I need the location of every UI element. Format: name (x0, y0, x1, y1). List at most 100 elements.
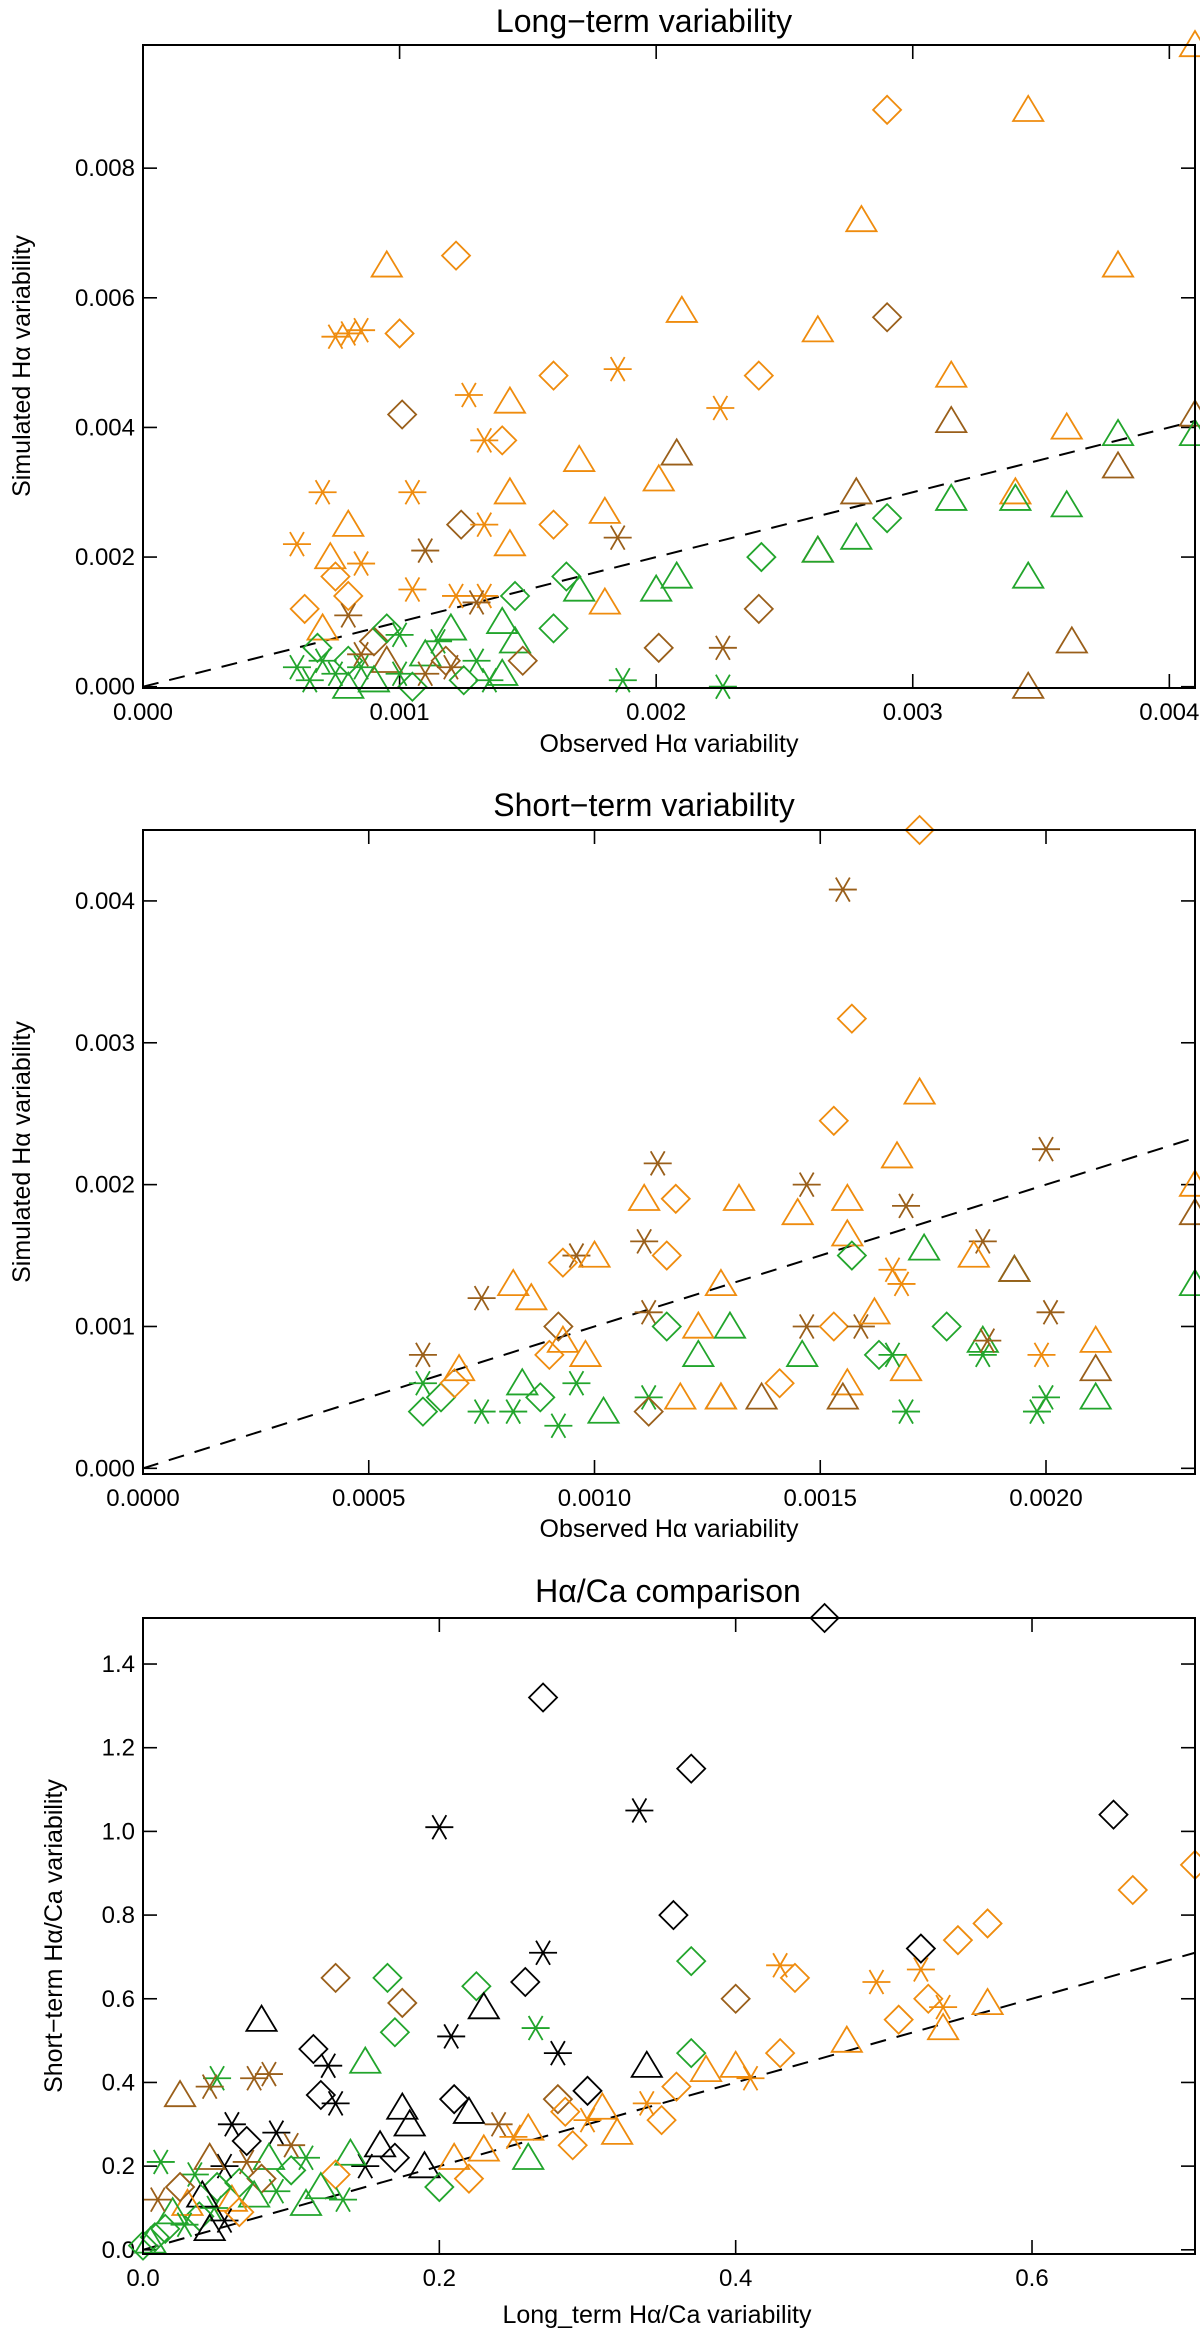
triangle-marker (442, 1353, 476, 1382)
triangle-marker (588, 495, 622, 524)
asterisk-marker (240, 2065, 269, 2091)
triangle-marker (857, 1296, 892, 1325)
y-tick-label: 0.006 (75, 285, 135, 312)
triangle-marker (998, 482, 1033, 511)
asterisk-marker (454, 382, 483, 408)
diamond-marker (525, 1382, 556, 1413)
diamond-marker (371, 613, 403, 644)
asterisk-marker (262, 2120, 291, 2146)
diamond-marker (440, 240, 472, 271)
triangle-marker (511, 2112, 545, 2141)
triangle-marker (1178, 418, 1200, 447)
diamond-marker (818, 1311, 850, 1342)
asterisk-marker (973, 1328, 1002, 1354)
chart-title: Short−term variability (493, 787, 794, 823)
triangle-marker (514, 1282, 549, 1311)
diamond-marker (764, 1367, 795, 1399)
y-tick-label: 1.2 (102, 1735, 135, 1762)
diamond-marker (658, 1899, 689, 1931)
asterisk-marker (195, 2074, 224, 2100)
diamond-marker (720, 1983, 751, 2015)
asterisk-marker (254, 2061, 283, 2087)
triangle-marker (192, 2213, 227, 2241)
diamond-marker (1117, 1874, 1149, 1906)
triangle-marker (600, 2116, 634, 2145)
x-tick-label: 0.0010 (558, 1485, 631, 1512)
x-axis-label: Long_term Hα/Ca variability (502, 2301, 812, 2329)
triangle-marker (718, 2049, 753, 2078)
diamond-marker (302, 632, 333, 664)
triangle-marker (844, 204, 879, 233)
triangle-marker (452, 2095, 486, 2124)
asterisk-marker (282, 531, 311, 557)
triangle-marker (998, 476, 1033, 505)
asterisk-marker (411, 538, 440, 564)
triangle-marker (385, 2091, 420, 2120)
diamond-marker (646, 2104, 677, 2136)
y-tick-label: 0.8 (102, 1902, 135, 1929)
diamond-marker (809, 1602, 840, 1634)
triangle-marker (801, 534, 835, 563)
y-tick-label: 0.002 (75, 1172, 135, 1199)
diamond-marker (127, 2230, 159, 2261)
triangle-marker (966, 1324, 1000, 1353)
triangle-marker (252, 2142, 286, 2170)
triangle-marker (880, 1140, 914, 1169)
diamond-marker (289, 593, 320, 625)
chart-title: Long−term variability (496, 3, 792, 39)
diamond-marker (743, 593, 775, 625)
y-axis-ticks: 0.000 0.002 0.004 0.006 0.008 (75, 155, 1195, 701)
diamond-marker (149, 2213, 181, 2245)
triangle-marker (331, 670, 365, 699)
diamond-marker (510, 1966, 541, 1998)
diamond-marker (1098, 1799, 1129, 1830)
triangle-marker (244, 2003, 279, 2032)
triangle-marker (289, 2188, 323, 2216)
asterisk-marker (499, 1399, 528, 1425)
asterisk-marker (643, 1150, 672, 1176)
asterisk-marker (521, 2015, 550, 2041)
x-tick-label: 0.003 (883, 699, 943, 726)
asterisk-marker (210, 2153, 239, 2179)
triangle-marker (839, 521, 874, 550)
asterisk-marker (603, 356, 632, 382)
x-tick-label: 0.4 (719, 2265, 752, 2292)
asterisk-marker (291, 2145, 320, 2171)
y-tick-label: 0.008 (75, 155, 135, 182)
asterisk-marker (467, 1399, 496, 1425)
triangle-marker (713, 1310, 747, 1339)
y-tick-label: 0.003 (75, 1030, 135, 1057)
y-tick-label: 1.4 (102, 1651, 135, 1678)
asterisk-marker (314, 2053, 343, 2079)
asterisk-marker (470, 512, 499, 538)
diamond-marker (660, 1183, 692, 1215)
diamond-marker (164, 2171, 196, 2203)
diamond-marker (871, 301, 903, 333)
diamond-marker (538, 613, 569, 644)
x-axis-ticks: 0.0000 0.0005 0.0010 0.0015 0.0020 (106, 830, 1083, 1512)
asterisk-marker (499, 2124, 528, 2150)
diamond-marker (184, 2201, 215, 2232)
triangle-marker (163, 2079, 197, 2108)
triangle-marker (357, 664, 391, 693)
triangle-marker (485, 606, 519, 634)
triangle-marker (1101, 418, 1135, 447)
asterisk-marker (347, 317, 376, 343)
triangle-marker (437, 2142, 471, 2170)
asterisk-marker (1027, 1342, 1056, 1368)
triangle-marker (826, 1381, 860, 1410)
triangle-marker (348, 2045, 382, 2074)
triangle-marker (1011, 94, 1045, 122)
diamond-marker (1179, 1849, 1200, 1881)
diamond-marker (651, 1311, 683, 1342)
y-axis-label: Short−term Hα/Ca variability (40, 1779, 68, 2093)
triangle-marker (304, 2171, 338, 2200)
x-axis-label: Observed Hα variability (540, 1515, 799, 1543)
asterisk-marker (1036, 1299, 1065, 1325)
diamond-marker (883, 2004, 914, 2035)
diamond-marker (836, 1003, 868, 1034)
diamond-marker (871, 502, 903, 534)
asterisk-marker (425, 1814, 454, 1840)
triangle-marker (630, 2049, 664, 2078)
asterisk-marker (470, 427, 499, 453)
